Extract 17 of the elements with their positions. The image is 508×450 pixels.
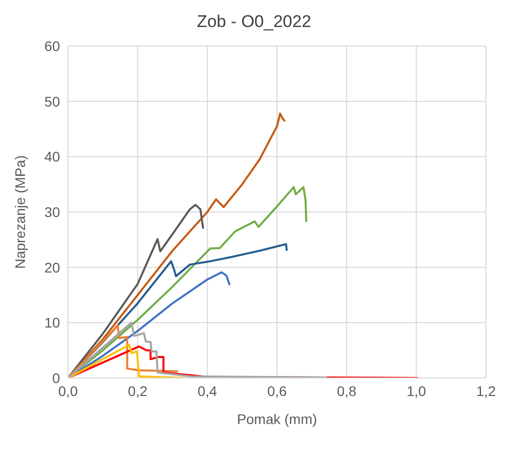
y-tick-label: 20: [44, 259, 60, 276]
x-tick-label: 1,2: [476, 382, 496, 399]
y-tick-label: 50: [44, 93, 60, 110]
y-axis-title: Naprezanje (MPa): [12, 155, 28, 269]
y-tick-label: 10: [44, 314, 60, 331]
y-tick-label: 40: [44, 148, 60, 165]
x-tick-label: 1,0: [406, 382, 426, 399]
y-tick-label: 30: [44, 204, 60, 220]
x-tick-label: 0,2: [128, 382, 148, 399]
x-tick-label: 0,0: [58, 382, 78, 399]
y-tick-label: 0: [52, 370, 60, 386]
x-tick-label: 0,4: [198, 382, 218, 399]
x-axis-title: Pomak (mm): [236, 411, 318, 427]
x-tick-label: 0,6: [267, 382, 287, 399]
chart-title: Zob - O0_2022: [196, 11, 312, 33]
y-tick-label: 60: [44, 38, 60, 54]
x-tick-label: 0,8: [336, 382, 357, 399]
